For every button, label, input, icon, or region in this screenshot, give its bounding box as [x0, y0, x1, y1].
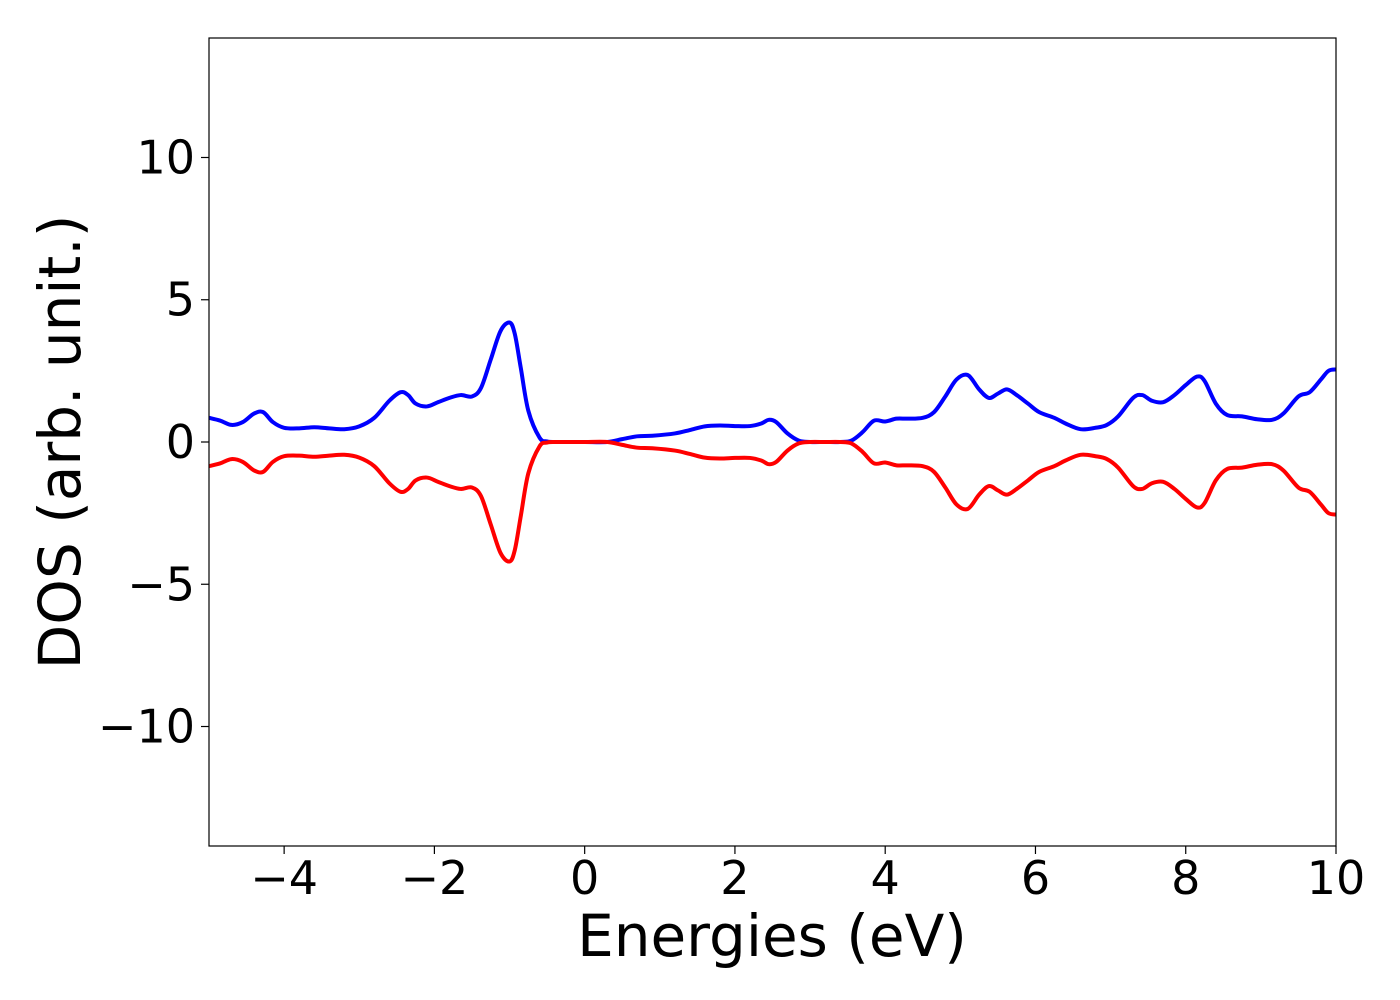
y-tick-label: 5	[166, 273, 195, 327]
x-tick-label: 8	[1171, 851, 1200, 905]
x-tick-label: 6	[1021, 851, 1050, 905]
y-tick-label: −5	[127, 557, 195, 611]
x-axis: −4 −2 0 2 4 6 8 10	[250, 846, 1365, 905]
x-axis-title: Energies (eV)	[577, 902, 967, 970]
y-axis: −10 −5 0 5 10	[98, 130, 209, 754]
dos-series-line-down	[209, 439, 1336, 564]
x-tick-label: 2	[720, 851, 749, 905]
x-tick-label: 4	[871, 851, 900, 905]
y-axis-title: DOS (arb. unit.)	[26, 215, 94, 670]
x-tick-label: −4	[250, 851, 318, 905]
y-tick-label: −10	[98, 700, 195, 754]
plot-frame	[208, 37, 1337, 847]
y-tick-label: 10	[136, 130, 195, 184]
x-tick-label: 0	[570, 851, 599, 905]
x-tick-label: −2	[400, 851, 468, 905]
dos-series-line-up	[209, 320, 1336, 445]
x-tick-label: 10	[1307, 851, 1366, 905]
series-layer	[209, 320, 1336, 564]
y-tick-label: 0	[166, 415, 195, 469]
